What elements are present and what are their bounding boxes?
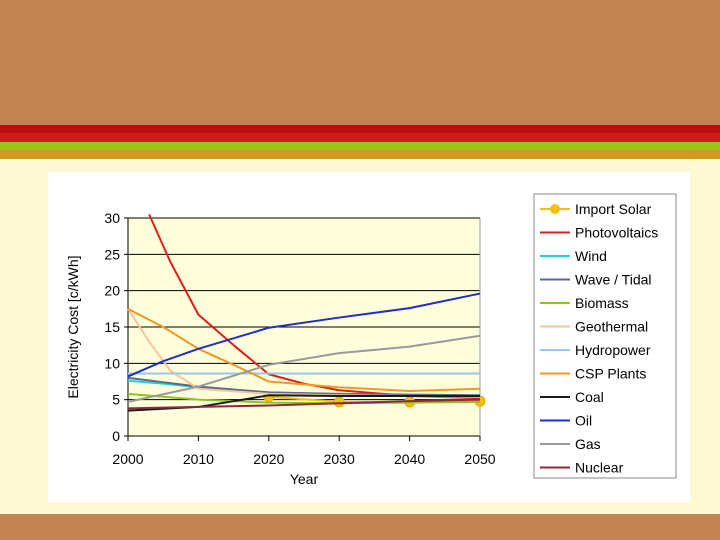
series-point-import-solar bbox=[333, 396, 345, 408]
legend-label-nuclear: Nuclear bbox=[575, 460, 624, 476]
decorative-stripe-red bbox=[0, 133, 720, 142]
legend-label-wind: Wind bbox=[575, 248, 607, 264]
y-tick-label: 5 bbox=[112, 392, 120, 408]
chart-panel: 0 5 10 15 20 25 30 2000 2010 2020 2030 2040 2050 Ele… bbox=[48, 172, 690, 502]
x-tick-label: 2040 bbox=[394, 451, 425, 467]
series-line-nuclear bbox=[127, 398, 481, 410]
series-line-wave-tidal bbox=[127, 376, 481, 397]
y-tick-label: 10 bbox=[104, 355, 120, 371]
series-line-csp-plants bbox=[127, 307, 481, 392]
legend-label-import-solar: Import Solar bbox=[575, 201, 652, 217]
x-tick-label: 2030 bbox=[324, 451, 355, 467]
slide-header bbox=[0, 0, 720, 125]
legend-label-biomass: Biomass bbox=[575, 295, 629, 311]
decorative-stripe-dark-red bbox=[0, 125, 720, 133]
y-tick-label: 0 bbox=[112, 428, 120, 444]
legend-label-hydropower: Hydropower bbox=[575, 342, 651, 358]
electricity-cost-chart: 0 5 10 15 20 25 30 2000 2010 2020 2030 2040 2050 Ele… bbox=[65, 193, 677, 487]
legend-label-gas: Gas bbox=[575, 436, 601, 452]
series-line-gas bbox=[127, 334, 481, 403]
decorative-stripe-green bbox=[0, 142, 720, 150]
series-line-oil bbox=[127, 292, 481, 378]
slide-footer bbox=[0, 514, 720, 540]
legend-label-coal: Coal bbox=[575, 389, 604, 405]
x-axis-label: Year bbox=[290, 471, 319, 487]
legend-marker-import-solar bbox=[550, 204, 560, 214]
y-tick-label: 25 bbox=[104, 246, 120, 262]
series-line-biomass bbox=[127, 392, 481, 405]
decorative-stripe-gold bbox=[0, 150, 720, 159]
legend-label-csp-plants: CSP Plants bbox=[575, 366, 646, 382]
y-axis-label: Electricity Cost [c/kWh] bbox=[65, 255, 81, 398]
legend-label-oil: Oil bbox=[575, 413, 592, 429]
legend-label-geothermal: Geothermal bbox=[575, 319, 648, 335]
y-tick-label: 20 bbox=[104, 283, 120, 299]
legend-label-photovoltaics: Photovoltaics bbox=[575, 225, 658, 241]
y-tick-label: 15 bbox=[104, 319, 120, 335]
legend-label-wave-tidal: Wave / Tidal bbox=[575, 272, 652, 288]
legend-box bbox=[533, 193, 677, 479]
x-tick-label: 2000 bbox=[112, 451, 143, 467]
x-tick-label: 2010 bbox=[183, 451, 214, 467]
y-tick-label: 30 bbox=[104, 210, 120, 226]
x-tick-label: 2020 bbox=[253, 451, 284, 467]
x-tick-label: 2050 bbox=[464, 451, 495, 467]
